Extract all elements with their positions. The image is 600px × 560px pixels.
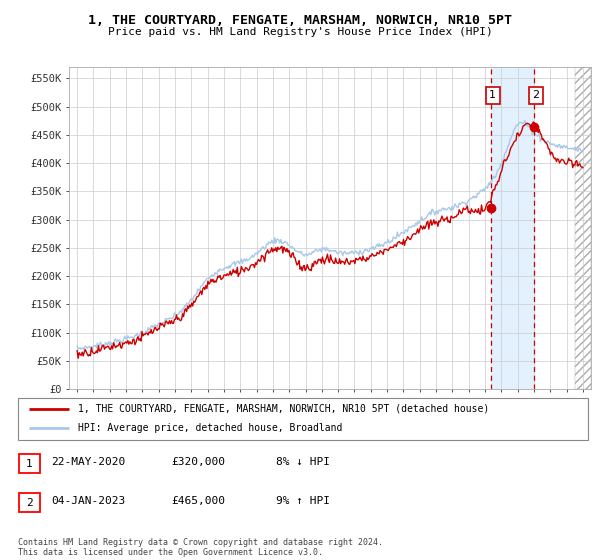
Text: 2: 2 (532, 91, 539, 100)
Text: Price paid vs. HM Land Registry's House Price Index (HPI): Price paid vs. HM Land Registry's House … (107, 27, 493, 37)
Text: HPI: Average price, detached house, Broadland: HPI: Average price, detached house, Broa… (78, 423, 342, 433)
Text: 8% ↓ HPI: 8% ↓ HPI (276, 457, 330, 467)
Text: 1: 1 (26, 459, 33, 469)
Text: 2: 2 (26, 498, 33, 508)
Bar (491, 67, 534, 389)
Text: 9% ↑ HPI: 9% ↑ HPI (276, 496, 330, 506)
Text: 04-JAN-2023: 04-JAN-2023 (51, 496, 125, 506)
Text: £465,000: £465,000 (171, 496, 225, 506)
Bar (575, 67, 591, 389)
Text: 22-MAY-2020: 22-MAY-2020 (51, 457, 125, 467)
Text: £320,000: £320,000 (171, 457, 225, 467)
Text: 1, THE COURTYARD, FENGATE, MARSHAM, NORWICH, NR10 5PT (detached house): 1, THE COURTYARD, FENGATE, MARSHAM, NORW… (78, 404, 489, 414)
Text: Contains HM Land Registry data © Crown copyright and database right 2024.
This d: Contains HM Land Registry data © Crown c… (18, 538, 383, 557)
Text: 1, THE COURTYARD, FENGATE, MARSHAM, NORWICH, NR10 5PT: 1, THE COURTYARD, FENGATE, MARSHAM, NORW… (88, 14, 512, 27)
Text: 1: 1 (489, 91, 496, 100)
